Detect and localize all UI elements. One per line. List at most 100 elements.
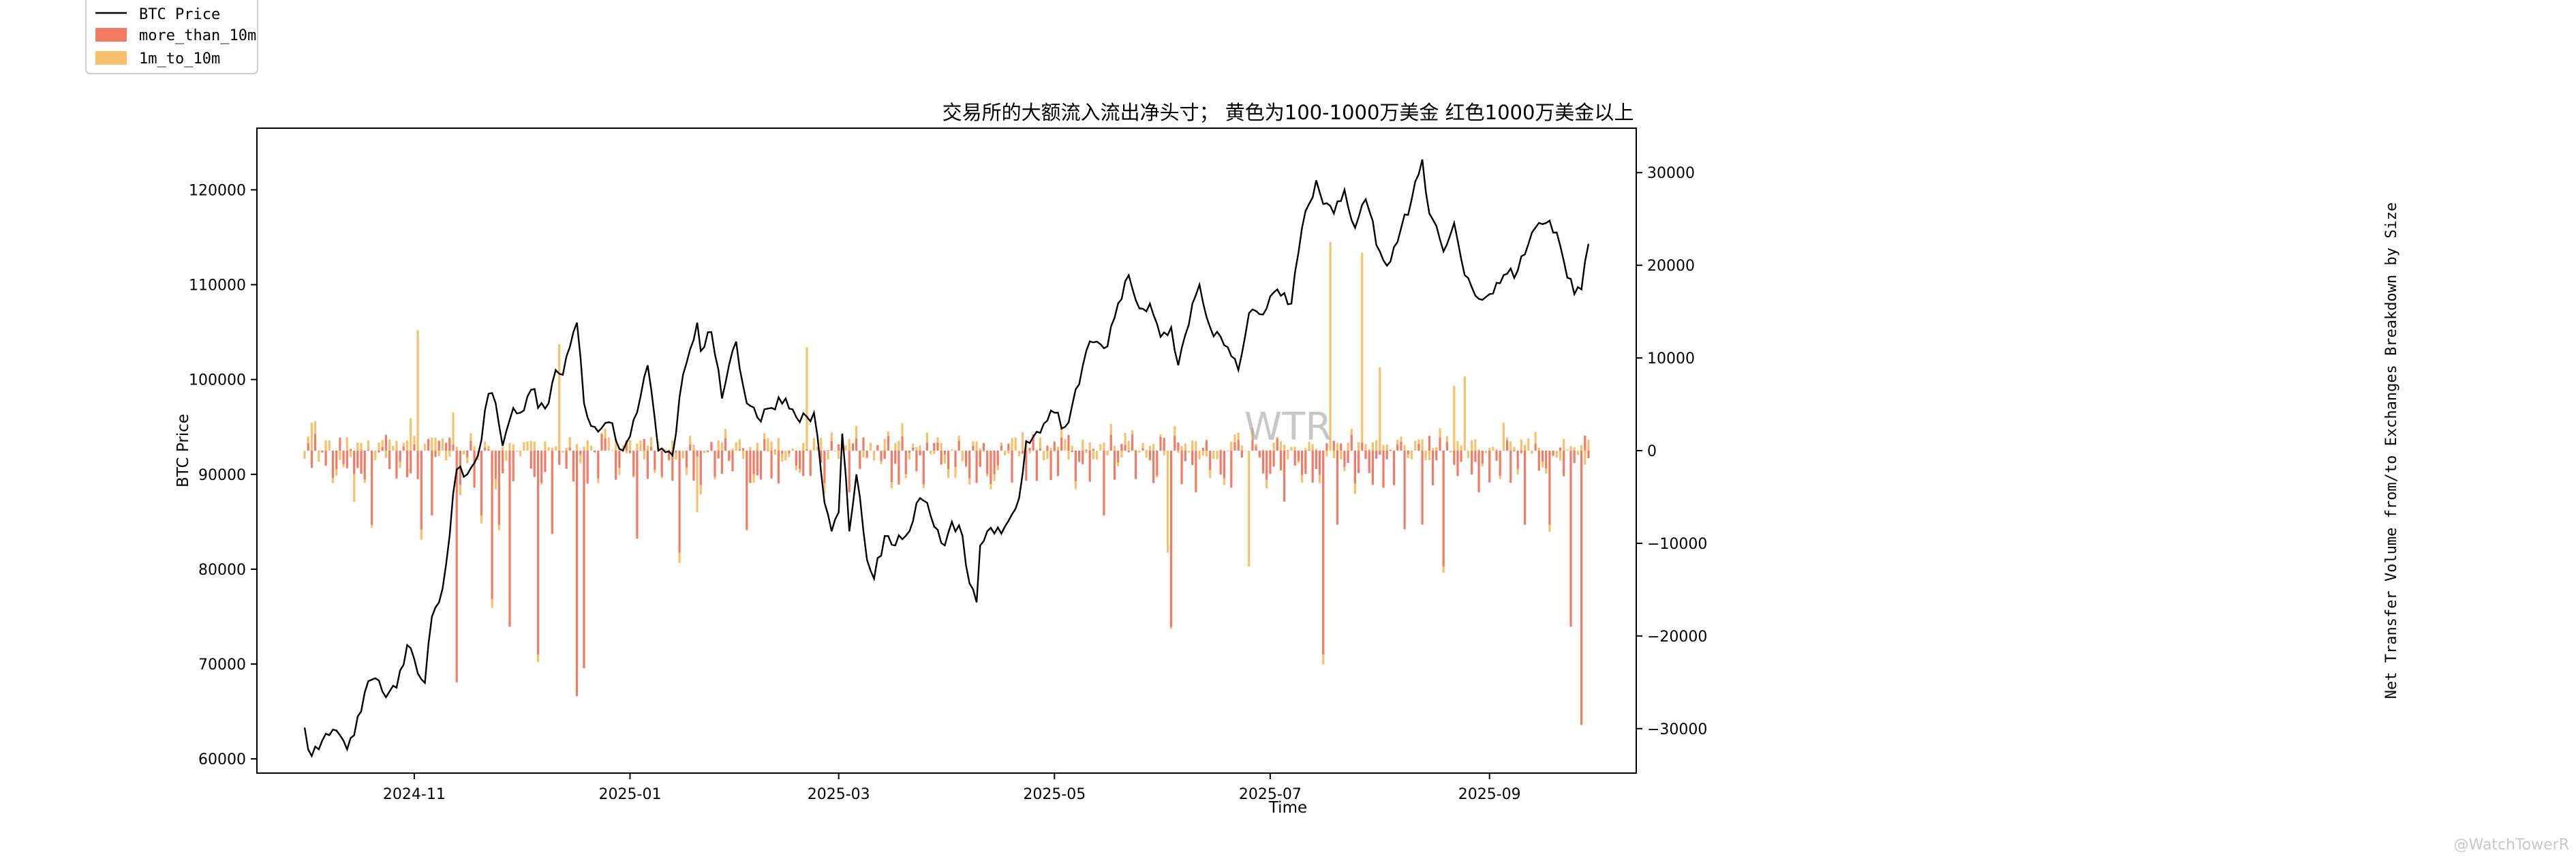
bar-1m-to-10m — [1127, 440, 1130, 451]
bar-1m-to-10m — [586, 440, 589, 451]
bar-more-than-10m — [1223, 451, 1225, 479]
bar-1m-to-10m — [395, 440, 398, 451]
bar-more-than-10m — [1534, 444, 1537, 451]
bar-more-than-10m — [346, 451, 348, 468]
bar-1m-to-10m — [625, 451, 628, 453]
bar-more-than-10m — [367, 449, 369, 451]
bar-more-than-10m — [675, 451, 677, 453]
bar-1m-to-10m — [547, 447, 550, 451]
y-right-tick-label: 20000 — [1647, 258, 1695, 275]
bar-more-than-10m — [427, 439, 430, 451]
bar-1m-to-10m — [544, 441, 547, 451]
bar-more-than-10m — [1195, 451, 1197, 493]
bar-1m-to-10m — [324, 440, 327, 451]
bar-more-than-10m — [416, 451, 419, 479]
bar-more-than-10m — [1025, 451, 1028, 481]
bar-1m-to-10m — [1046, 451, 1049, 459]
bar-1m-to-10m — [1148, 445, 1151, 451]
bar-more-than-10m — [830, 440, 833, 451]
bar-more-than-10m — [964, 451, 968, 466]
bar-more-than-10m — [533, 451, 536, 477]
bar-more-than-10m — [660, 451, 663, 477]
bar-1m-to-10m — [1035, 449, 1038, 451]
bar-more-than-10m — [360, 451, 363, 474]
bar-1m-to-10m — [583, 447, 585, 451]
bar-1m-to-10m — [746, 529, 748, 531]
bar-1m-to-10m — [1417, 439, 1420, 444]
bar-1m-to-10m — [1506, 437, 1509, 440]
bar-1m-to-10m — [1569, 446, 1572, 451]
bar-1m-to-10m — [427, 438, 430, 440]
bar-more-than-10m — [572, 451, 574, 482]
x-tick-label: 2025-05 — [1023, 786, 1086, 803]
bar-more-than-10m — [643, 438, 645, 451]
bar-more-than-10m — [1279, 451, 1283, 471]
bar-1m-to-10m — [307, 436, 309, 443]
bar-more-than-10m — [615, 451, 617, 480]
bar-more-than-10m — [1537, 451, 1540, 471]
bar-more-than-10m — [862, 437, 865, 451]
bar-more-than-10m — [1516, 451, 1519, 469]
bar-more-than-10m — [551, 451, 553, 534]
bar-more-than-10m — [820, 451, 823, 463]
bar-1m-to-10m — [664, 449, 666, 451]
bar-1m-to-10m — [993, 474, 996, 481]
bar-1m-to-10m — [1340, 451, 1343, 459]
bar-1m-to-10m — [1524, 444, 1527, 451]
bar-1m-to-10m — [1177, 451, 1180, 453]
bar-1m-to-10m — [1283, 444, 1286, 451]
bar-more-than-10m — [1078, 451, 1081, 462]
bar-1m-to-10m — [1332, 451, 1335, 458]
bar-more-than-10m — [714, 451, 716, 477]
bar-more-than-10m — [1255, 446, 1257, 451]
bar-1m-to-10m — [802, 442, 805, 451]
bar-more-than-10m — [979, 451, 981, 467]
bar-more-than-10m — [1488, 451, 1491, 483]
bar-more-than-10m — [1022, 451, 1024, 454]
bar-1m-to-10m — [473, 446, 476, 451]
bar-more-than-10m — [1343, 451, 1346, 467]
bar-1m-to-10m — [519, 451, 522, 457]
bar-more-than-10m — [1109, 434, 1112, 451]
bar-1m-to-10m — [703, 451, 706, 453]
bar-more-than-10m — [1332, 440, 1335, 451]
bar-1m-to-10m — [873, 451, 876, 461]
bar-more-than-10m — [512, 451, 515, 481]
bar-1m-to-10m — [576, 444, 579, 451]
y-right-tick-label: 10000 — [1647, 350, 1695, 367]
bar-1m-to-10m — [1159, 434, 1162, 437]
bar-1m-to-10m — [1272, 442, 1275, 451]
bar-1m-to-10m — [947, 469, 950, 479]
y-axis-left: 60000 70000 80000 90000 100000 110000 120000 — [189, 182, 257, 768]
bar-more-than-10m — [678, 451, 681, 553]
y-right-tick-label: 0 — [1647, 443, 1657, 460]
bar-1m-to-10m — [714, 477, 716, 480]
bar-1m-to-10m — [1092, 451, 1094, 459]
bar-more-than-10m — [1088, 451, 1091, 482]
bar-more-than-10m — [1174, 436, 1176, 451]
bar-1m-to-10m — [565, 447, 568, 451]
bar-1m-to-10m — [979, 448, 981, 451]
y-left-tick-label: 80000 — [198, 562, 246, 579]
bar-1m-to-10m — [1201, 451, 1204, 456]
bar-1m-to-10m — [799, 469, 801, 473]
bar-1m-to-10m — [1559, 451, 1562, 461]
bar-1m-to-10m — [589, 445, 592, 451]
bar-1m-to-10m — [1382, 444, 1385, 451]
bar-more-than-10m — [402, 447, 405, 451]
y-left-tick-label: 90000 — [198, 467, 246, 484]
bar-1m-to-10m — [1258, 457, 1261, 459]
bar-more-than-10m — [646, 451, 649, 479]
bar-1m-to-10m — [526, 441, 529, 451]
bar-more-than-10m — [890, 451, 893, 483]
bar-more-than-10m — [1396, 444, 1399, 451]
bar-1m-to-10m — [767, 438, 769, 451]
bar-1m-to-10m — [1117, 462, 1120, 466]
bar-more-than-10m — [600, 434, 603, 451]
bar-more-than-10m — [883, 451, 886, 459]
bar-more-than-10m — [788, 451, 791, 453]
bar-1m-to-10m — [699, 485, 702, 495]
bar-more-than-10m — [848, 451, 850, 493]
bar-1m-to-10m — [1113, 445, 1116, 451]
bar-1m-to-10m — [1336, 442, 1339, 451]
